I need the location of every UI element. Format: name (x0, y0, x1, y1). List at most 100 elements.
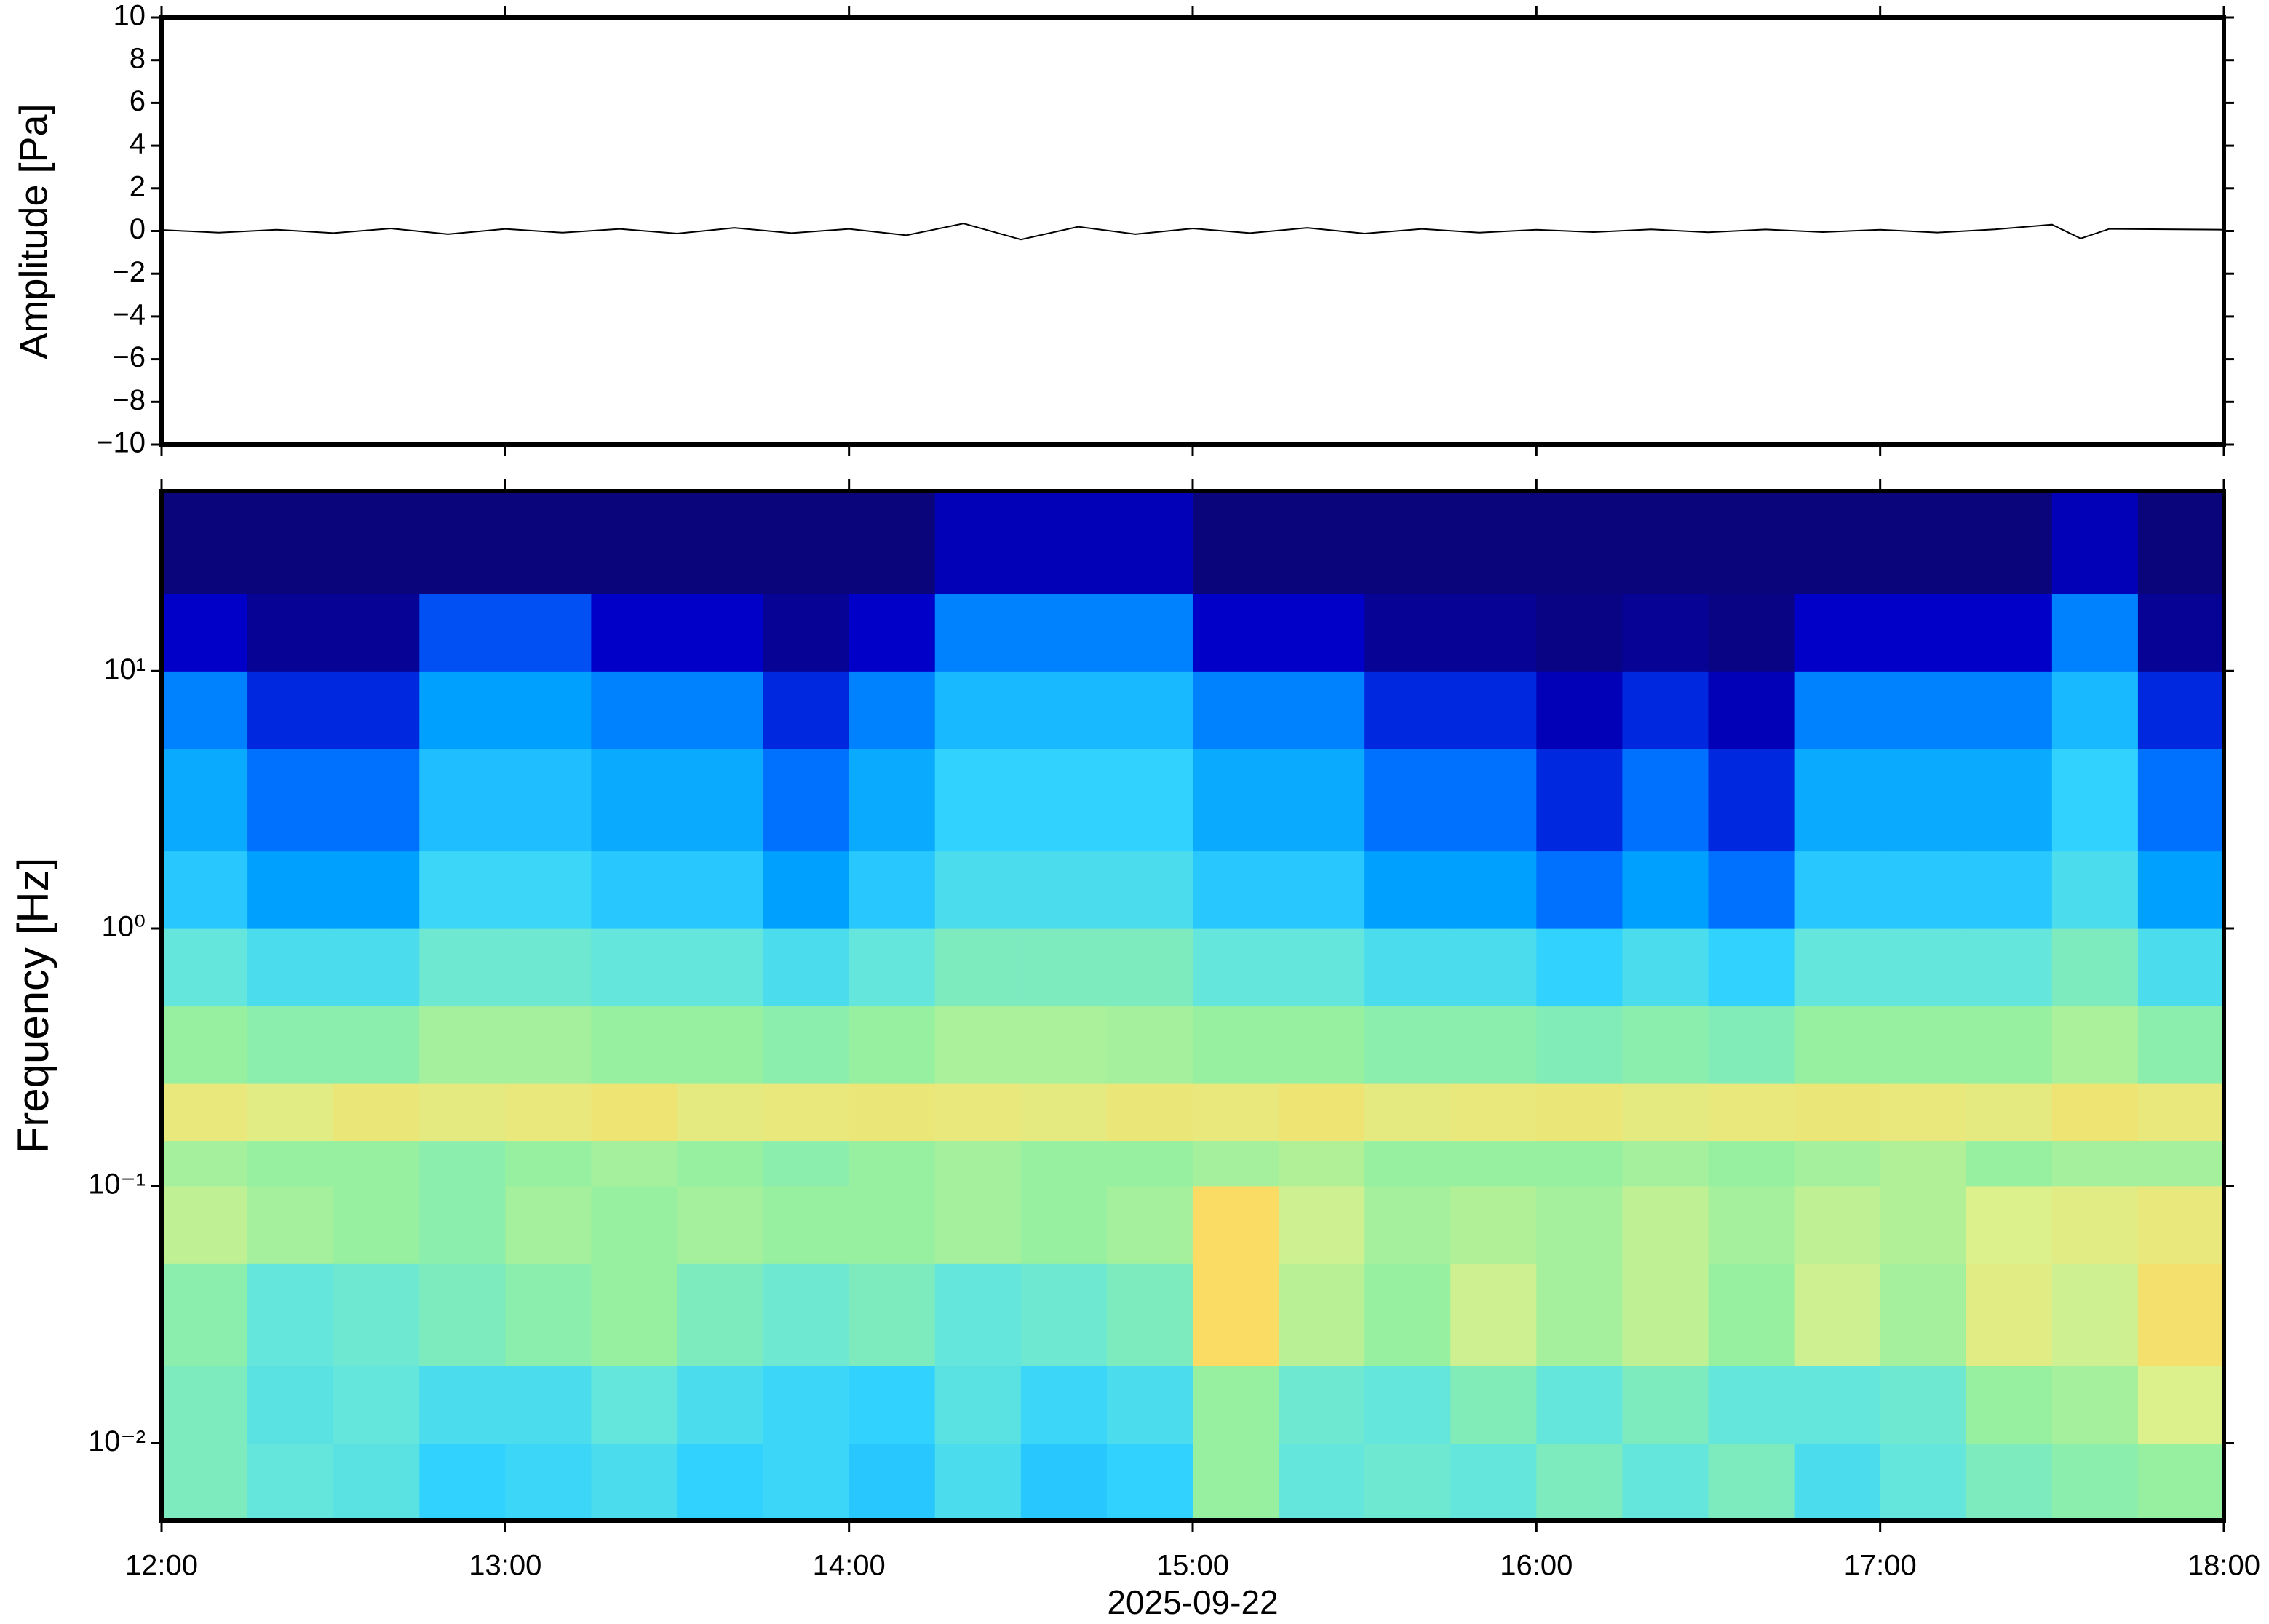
spectrogram-cell (1966, 1083, 2053, 1142)
y-tick-label: 6 (130, 85, 146, 117)
spectrogram-cell (1106, 491, 1193, 594)
spectrogram-cell (247, 1366, 334, 1444)
spectrogram-cell (1536, 928, 1624, 1007)
spectrogram-cell (1966, 851, 2053, 929)
spectrogram-cell (763, 1443, 850, 1521)
spectrogram-cell (1880, 491, 1967, 594)
spectrogram-cell (849, 1366, 936, 1444)
spectrogram-cell (1364, 1083, 1451, 1142)
spectrogram-cell (1450, 671, 1537, 749)
spectrogram-cell (1364, 1185, 1451, 1264)
waveform (161, 223, 2225, 241)
spectrogram-cell (333, 851, 420, 929)
spectrogram-cell (1193, 928, 1279, 1007)
spectrogram-cell (1794, 928, 1881, 1007)
spectrogram-cell (1193, 1006, 1279, 1084)
spectrogram-cell (1708, 1006, 1795, 1084)
spectrogram-cell (849, 1443, 936, 1521)
spectrogram-cell (1450, 1185, 1537, 1264)
spectrogram-cell (1193, 1443, 1279, 1521)
spectrogram-cell (591, 1263, 678, 1366)
spectrogram-cell (1536, 1185, 1624, 1264)
spectrogram-cell (1880, 851, 1967, 929)
spectrogram-cell (1450, 593, 1537, 672)
spectrogram-cell (1020, 1083, 1108, 1142)
spectrogram-cell (677, 1185, 764, 1264)
spectrogram-cell (1193, 1083, 1279, 1142)
x-tick-label: 16:00 (1500, 1550, 1573, 1582)
spectrogram-cell (419, 928, 506, 1007)
spectrogram-cell (1364, 1263, 1451, 1366)
spectrogram-cell (247, 1443, 334, 1521)
spectrogram-cell (1106, 1263, 1193, 1366)
spectrogram-cell (1106, 671, 1193, 749)
spectrogram-cell (591, 928, 678, 1007)
spectrogram-cell (333, 1263, 420, 1366)
spectrogram-cell (677, 748, 764, 852)
spectrogram-cell (1880, 1006, 1967, 1084)
y-tick-label: 4 (130, 128, 146, 160)
spectrogram-cell (1279, 748, 1365, 852)
spectrogram-cell (763, 491, 850, 594)
spectrogram-cell (247, 851, 334, 929)
spectrogram-cell (1880, 1185, 1967, 1264)
y-axis-label: Frequency [Hz] (9, 858, 57, 1154)
spectrogram-cell (677, 1263, 764, 1366)
spectrogram-cell (1364, 1366, 1451, 1444)
spectrogram-cell (419, 1006, 506, 1084)
spectrogram-cell (1020, 1263, 1108, 1366)
spectrogram-cell (1880, 1366, 1967, 1444)
spectrogram-cell (677, 1140, 764, 1187)
spectrogram-cell (1708, 1443, 1795, 1521)
spectrogram-cell (505, 1443, 592, 1521)
spectrogram-cell (1020, 1443, 1108, 1521)
spectrogram-cell (505, 1185, 592, 1264)
spectrogram-cell (2051, 1263, 2139, 1366)
spectrogram-cell (1364, 593, 1451, 672)
y-tick-label: 10 (114, 0, 146, 32)
spectrogram-cell (1536, 1083, 1624, 1142)
spectrogram-cell (934, 928, 1022, 1007)
spectrogram-cell (1708, 928, 1795, 1007)
spectrogram-cell (505, 593, 592, 672)
spectrogram-cell (419, 1083, 506, 1142)
spectrogram-cell (1106, 1083, 1193, 1142)
spectrogram-cell (763, 1185, 850, 1264)
spectrogram-cell (677, 1006, 764, 1084)
spectrogram-cell (1966, 491, 2053, 594)
spectrogram-cell (1794, 1263, 1881, 1366)
spectrogram-cell (763, 1140, 850, 1187)
x-tick-label: 17:00 (1844, 1550, 1917, 1582)
spectrogram-cell (677, 593, 764, 672)
spectrogram-cell (333, 1443, 420, 1521)
spectrogram-cell (162, 1083, 248, 1142)
spectrogram-cell (333, 1140, 420, 1187)
spectrogram-cell (591, 1006, 678, 1084)
spectrogram-cell (162, 851, 248, 929)
y-tick-label: 10⁻² (88, 1425, 146, 1457)
spectrogram-cell (763, 748, 850, 852)
spectrogram-cell (333, 928, 420, 1007)
spectrogram-cell (934, 1185, 1022, 1264)
spectrogram-cell (1364, 748, 1451, 852)
spectrogram-cell (1279, 1006, 1365, 1084)
spectrogram-cell (1880, 1443, 1967, 1521)
spectrogram-cell (505, 491, 592, 594)
spectrogram-cell (162, 1140, 248, 1187)
spectrogram-cell (2051, 1006, 2139, 1084)
spectrogram-cell (934, 1443, 1022, 1521)
spectrogram-cell (1536, 851, 1624, 929)
spectrogram-cell (2137, 1083, 2225, 1142)
spectrogram-cell (162, 491, 248, 594)
spectrogram-cell (1966, 593, 2053, 672)
x-tick-label: 15:00 (1156, 1550, 1229, 1582)
y-tick-label: 10⁰ (101, 911, 146, 943)
spectrogram-cell (1536, 593, 1624, 672)
spectrogram-cell (591, 1140, 678, 1187)
spectrogram-cell (1536, 1140, 1624, 1187)
spectrogram-cell (1450, 1083, 1537, 1142)
spectrogram-cell (1450, 1140, 1537, 1187)
plot-frame (159, 489, 2226, 1523)
spectrogram-cell (849, 748, 936, 852)
spectrogram-cell (1193, 748, 1279, 852)
